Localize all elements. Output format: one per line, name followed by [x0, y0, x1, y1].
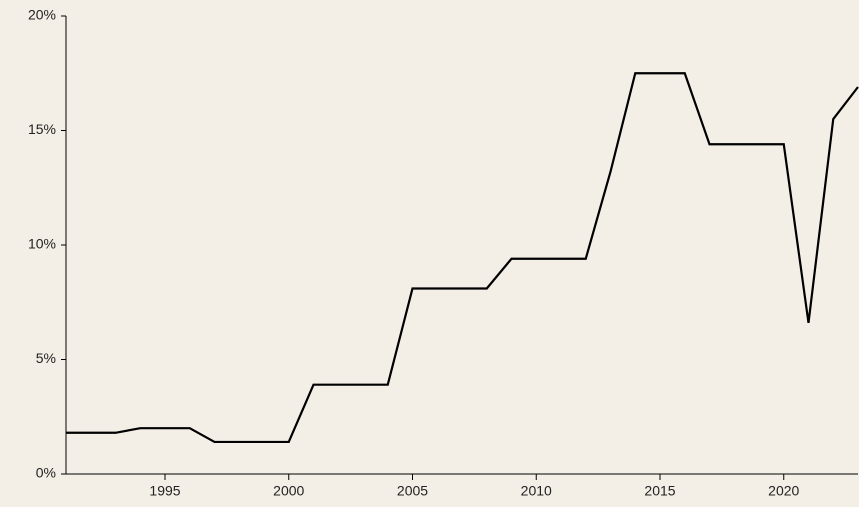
line	[66, 72, 859, 444]
x-tick-label: 2015	[644, 483, 675, 499]
y-tick-label: 5%	[36, 350, 56, 366]
y-tick-label: 20%	[28, 7, 56, 23]
y-tick-label: 15%	[28, 121, 56, 137]
x-tick-label: 2010	[521, 483, 552, 499]
x-tick-label: 2000	[273, 483, 304, 499]
y-tick-label: 10%	[28, 236, 56, 252]
x-tick-label: 1995	[149, 483, 180, 499]
x-tick-label: 2005	[397, 483, 428, 499]
y-tick-label: 0%	[36, 465, 56, 481]
x-tick-label: 2020	[768, 483, 799, 499]
